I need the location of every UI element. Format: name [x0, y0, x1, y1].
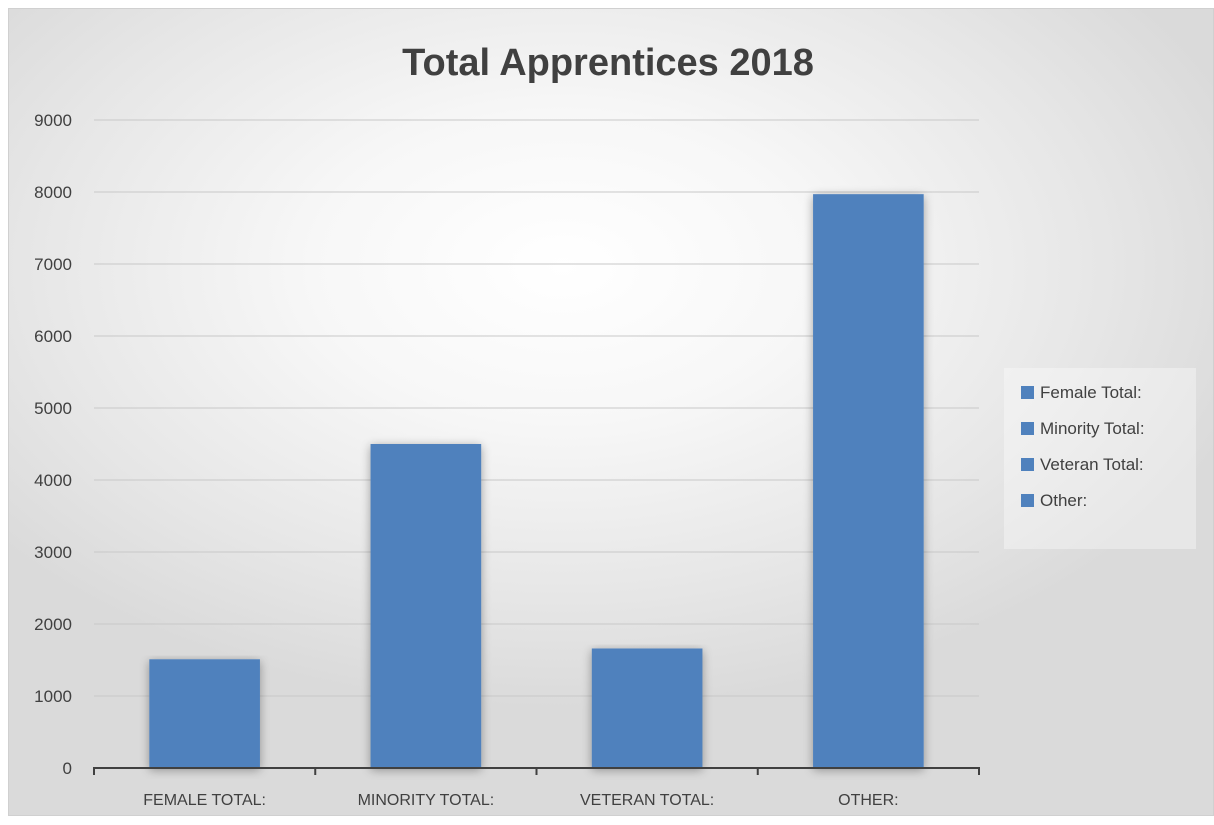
legend-label: Veteran Total:	[1040, 455, 1144, 474]
axes	[93, 767, 980, 775]
y-tick-label: 2000	[34, 615, 72, 634]
legend-label: Female Total:	[1040, 383, 1142, 402]
bar	[591, 648, 703, 768]
legend: Female Total: Minority Total: Veteran Tota…	[1004, 368, 1196, 549]
legend-label: Other:	[1040, 491, 1087, 510]
bars	[149, 194, 924, 768]
y-tick-label: 8000	[34, 183, 72, 202]
bar	[813, 194, 924, 768]
legend-swatch	[1021, 386, 1034, 399]
legend-swatch	[1021, 458, 1034, 471]
legend-label: Minority Total:	[1040, 419, 1145, 438]
x-category-label: FEMALE TOTAL:	[143, 792, 266, 809]
y-tick-label: 9000	[34, 111, 72, 130]
bar	[370, 444, 482, 768]
chart-title: Total Apprentices 2018	[402, 42, 814, 84]
y-tick-label: 1000	[34, 687, 72, 706]
x-category-label: OTHER:	[838, 792, 898, 809]
y-axis-ticks: 0 1000 2000 3000 4000 5000 6000 7000 8000 9000	[34, 111, 72, 778]
legend-box	[1004, 368, 1196, 549]
y-tick-label: 3000	[34, 543, 72, 562]
legend-swatch	[1021, 422, 1034, 435]
y-tick-label: 6000	[34, 327, 72, 346]
y-tick-label: 5000	[34, 399, 72, 418]
y-tick-label: 4000	[34, 471, 72, 490]
x-category-label: VETERAN TOTAL:	[580, 792, 714, 809]
bar	[149, 659, 260, 768]
y-tick-label: 7000	[34, 255, 72, 274]
x-category-label: MINORITY TOTAL:	[358, 792, 495, 809]
y-tick-label: 0	[63, 759, 72, 778]
legend-swatch	[1021, 494, 1034, 507]
x-axis-categories: FEMALE TOTAL: MINORITY TOTAL: VETERAN TOTA…	[143, 792, 898, 809]
